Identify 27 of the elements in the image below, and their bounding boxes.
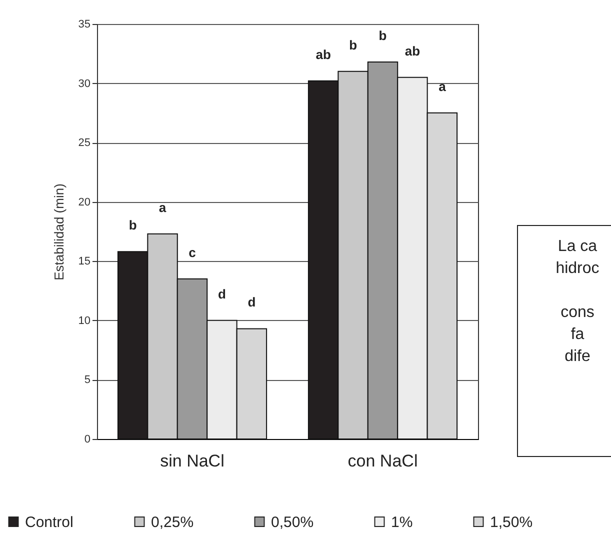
data-label: a (158, 200, 167, 215)
y-axis-title: Estabilidad (min) (51, 184, 66, 280)
data-label: b (128, 218, 137, 233)
y-tick-label: 35 (78, 18, 90, 30)
data-label: ab (316, 46, 331, 62)
x-tick-label: sin NaCl (160, 452, 224, 470)
data-label: ab (404, 43, 420, 58)
legend-label: 0,50% (271, 514, 314, 531)
data-label: b (349, 37, 358, 52)
legend-label: 1% (391, 514, 413, 531)
legend-label: 1,50% (490, 514, 533, 531)
data-label: d (248, 294, 256, 310)
y-tick-label: 15 (78, 256, 90, 268)
y-tick-label: 30 (78, 78, 90, 90)
data-label: a (438, 78, 447, 94)
text: La ca hidroc cons fa dife (556, 238, 600, 365)
data-label: d (218, 286, 226, 302)
y-tick-label: 25 (78, 137, 90, 150)
y-tick-label: 0 (84, 434, 90, 446)
y-tick-label: 5 (84, 374, 90, 386)
y-tick-label: 20 (78, 196, 90, 208)
data-label: c (188, 244, 196, 260)
legend-label: 0,25% (151, 514, 194, 531)
legend-label: Control (25, 514, 74, 531)
data-label: b (378, 28, 387, 43)
x-tick-label: con NaCl (348, 452, 418, 470)
y-tick-label: 10 (78, 314, 90, 327)
